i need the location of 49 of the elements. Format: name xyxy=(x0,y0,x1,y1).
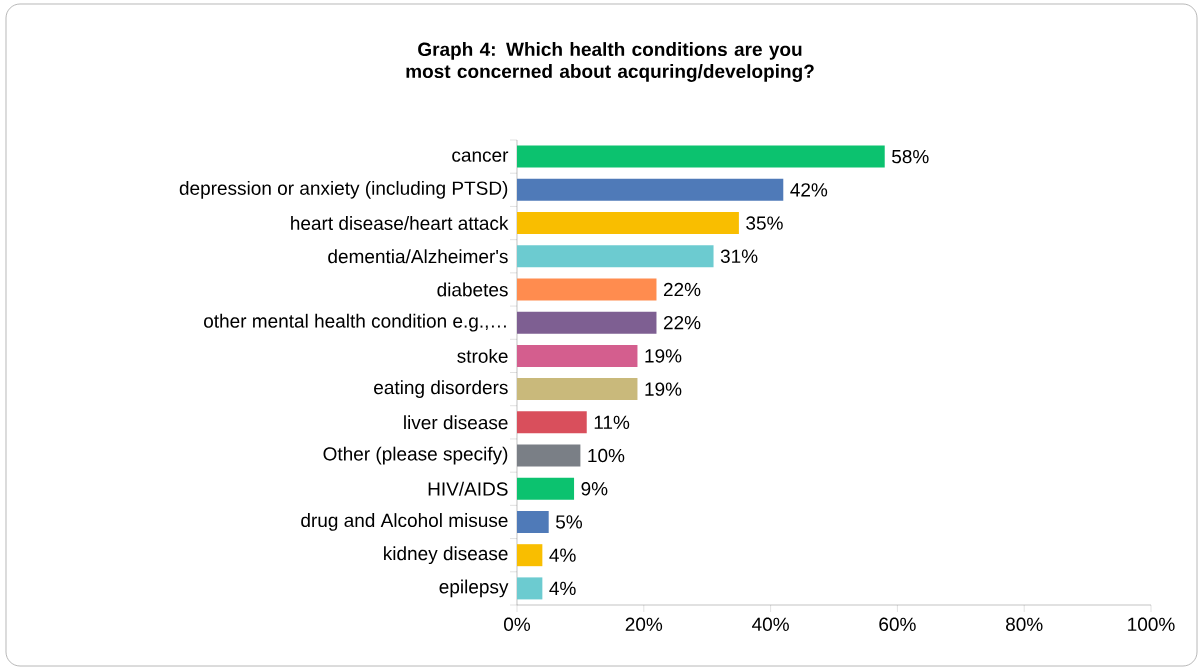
y-tick-label: eating disorders xyxy=(374,380,508,398)
data-label: 58% xyxy=(892,149,929,164)
bar xyxy=(517,245,714,268)
y-tick-label: heart disease/heart attack xyxy=(291,216,509,231)
y-tick-label: depression or anxiety (including PTSD) xyxy=(179,180,508,199)
x-tick-label: 0% xyxy=(504,617,531,631)
bar xyxy=(517,544,543,567)
data-label: 19% xyxy=(645,382,682,396)
bar xyxy=(517,344,638,367)
bar xyxy=(517,477,575,500)
bar xyxy=(517,378,638,401)
y-tick-label: stroke xyxy=(457,348,508,363)
y-tick-label: other mental health condition e.g.,… xyxy=(204,313,506,332)
y-tick-label: epilepsy xyxy=(439,579,509,598)
data-label: 42% xyxy=(790,183,828,197)
data-label: 22% xyxy=(663,282,701,297)
data-label: 4% xyxy=(549,581,576,596)
y-tick-label: liver disease xyxy=(404,415,508,430)
bar xyxy=(517,145,885,168)
bar xyxy=(517,510,549,533)
y-tick-label: cancer xyxy=(452,151,509,162)
x-tick-label: 20% xyxy=(625,617,663,631)
data-label: 11% xyxy=(594,415,630,429)
y-tick-label: drug and Alcohol misuse xyxy=(301,513,508,531)
data-label: 5% xyxy=(555,515,583,529)
bar xyxy=(517,444,581,467)
data-label: 31% xyxy=(720,249,758,263)
chart-title: Graph 4: Which health conditions are you most concerned about acquring/developing? xyxy=(406,42,814,82)
data-label: 4% xyxy=(549,548,576,562)
data-label: 9% xyxy=(581,482,608,496)
data-label: 10% xyxy=(588,448,625,463)
y-tick-label: Other (please specify) xyxy=(323,446,508,465)
x-tick-label: 60% xyxy=(879,617,916,631)
y-tick-label: HIV/AIDS xyxy=(428,481,508,496)
y-tick-label: dementia/Alzheimer's xyxy=(328,249,508,264)
bar xyxy=(517,212,739,235)
x-tick-label: 40% xyxy=(752,617,789,631)
x-tick-label: 80% xyxy=(1006,617,1043,631)
data-label: 22% xyxy=(663,315,701,330)
bar xyxy=(517,178,784,201)
bar xyxy=(517,577,543,600)
data-label: 35% xyxy=(746,216,783,230)
y-tick-label: kidney disease xyxy=(384,546,508,565)
bar xyxy=(517,311,657,334)
x-tick-label: 100% xyxy=(1128,617,1175,631)
bar xyxy=(517,278,657,301)
y-tick-label: diabetes xyxy=(437,282,508,297)
bar xyxy=(517,411,587,434)
data-label: 19% xyxy=(645,349,682,363)
